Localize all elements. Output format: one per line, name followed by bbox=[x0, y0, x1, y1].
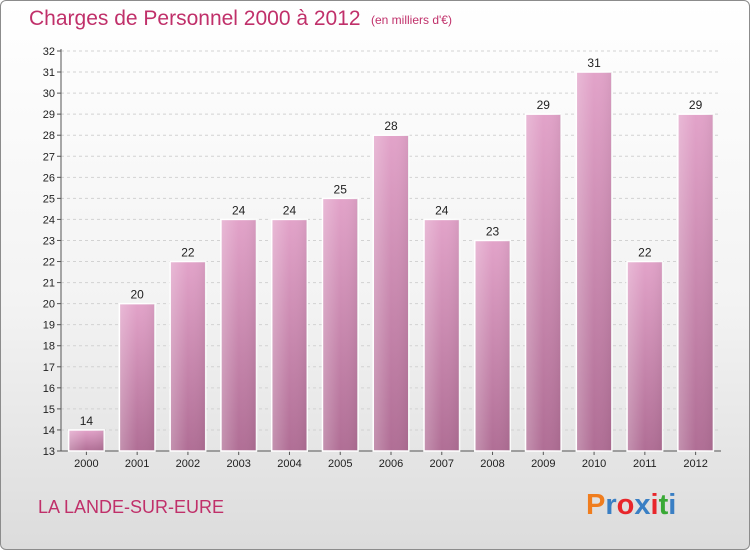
data-label: 20 bbox=[130, 288, 144, 302]
data-label: 22 bbox=[638, 246, 652, 260]
bar-shine bbox=[576, 72, 612, 451]
x-tick-label: 2005 bbox=[328, 458, 352, 470]
y-tick-label: 27 bbox=[43, 151, 55, 163]
data-label: 24 bbox=[283, 203, 297, 217]
bar-shine bbox=[119, 303, 155, 451]
y-tick-label: 18 bbox=[43, 341, 55, 353]
y-tick-label: 32 bbox=[43, 46, 55, 58]
bar-shine bbox=[424, 219, 460, 451]
bars bbox=[67, 71, 715, 452]
x-tick-label: 2003 bbox=[226, 458, 250, 470]
y-tick-label: 15 bbox=[43, 404, 55, 416]
x-tick-label: 2001 bbox=[125, 458, 149, 470]
labels: 13 14 15 16 17 18 19 20 21 22 23 24 25 26 27 28 29 30 31 32… bbox=[43, 46, 708, 470]
bar-shine bbox=[525, 114, 562, 451]
bar-shine bbox=[677, 114, 714, 451]
y-tick-label: 26 bbox=[43, 172, 55, 184]
x-tick-label: 2002 bbox=[176, 458, 200, 470]
bar-shine bbox=[271, 219, 308, 451]
data-label: 29 bbox=[537, 98, 551, 112]
y-tick-label: 17 bbox=[43, 362, 55, 374]
logo-letter: x bbox=[634, 489, 651, 521]
logo-letter: t bbox=[658, 489, 669, 521]
chart-subtitle: (en milliers d'€) bbox=[371, 13, 452, 27]
y-tick-label: 22 bbox=[43, 257, 55, 269]
y-tick-label: 30 bbox=[43, 88, 55, 100]
y-tick-label: 24 bbox=[43, 214, 55, 226]
y-tick-label: 31 bbox=[43, 67, 55, 79]
logo-letter: P bbox=[586, 489, 606, 521]
data-label: 24 bbox=[232, 203, 246, 217]
y-tick-label: 13 bbox=[43, 446, 55, 458]
y-tick-label: 21 bbox=[43, 278, 55, 290]
bar-shine bbox=[322, 198, 358, 451]
x-tick-label: 2007 bbox=[430, 458, 454, 470]
data-label: 14 bbox=[80, 414, 94, 428]
data-label: 31 bbox=[587, 56, 601, 70]
bar-shine bbox=[170, 261, 206, 451]
data-label: 29 bbox=[689, 98, 703, 112]
proxiti-logo[interactable]: Proxiti bbox=[586, 489, 676, 522]
x-tick-label: 2011 bbox=[633, 458, 657, 470]
bar-shine bbox=[68, 429, 105, 451]
bar-shine bbox=[474, 240, 511, 451]
x-tick-label: 2006 bbox=[379, 458, 403, 470]
data-label: 23 bbox=[486, 224, 500, 238]
data-label: 28 bbox=[384, 119, 398, 133]
bar-shine bbox=[627, 261, 663, 451]
y-tick-label: 25 bbox=[43, 193, 55, 205]
y-tick-label: 19 bbox=[43, 320, 55, 332]
y-tick-label: 16 bbox=[43, 383, 55, 395]
bar-shine bbox=[220, 219, 257, 451]
y-tick-label: 20 bbox=[43, 299, 55, 311]
y-tick-label: 14 bbox=[43, 425, 55, 437]
commune-name: LA LANDE-SUR-EURE bbox=[38, 497, 225, 517]
data-label: 25 bbox=[334, 182, 348, 196]
x-tick-label: 2012 bbox=[683, 458, 707, 470]
data-label: 24 bbox=[435, 203, 449, 217]
x-tick-label: 2000 bbox=[74, 458, 98, 470]
data-label: 22 bbox=[181, 246, 195, 260]
x-tick-label: 2008 bbox=[480, 458, 504, 470]
y-tick-label: 29 bbox=[43, 109, 55, 121]
x-tick-label: 2010 bbox=[582, 458, 606, 470]
chart-title: Charges de Personnel 2000 à 2012 bbox=[29, 7, 361, 30]
logo-letter: o bbox=[616, 489, 635, 521]
logo-letter: i bbox=[650, 489, 659, 521]
bar-shine bbox=[373, 135, 409, 452]
x-tick-label: 2004 bbox=[277, 458, 301, 470]
y-tick-label: 23 bbox=[43, 235, 55, 247]
x-tick-label: 2009 bbox=[531, 458, 555, 470]
logo-letter: i bbox=[668, 489, 677, 521]
logo-letter: r bbox=[605, 489, 617, 521]
y-tick-label: 28 bbox=[43, 130, 55, 142]
